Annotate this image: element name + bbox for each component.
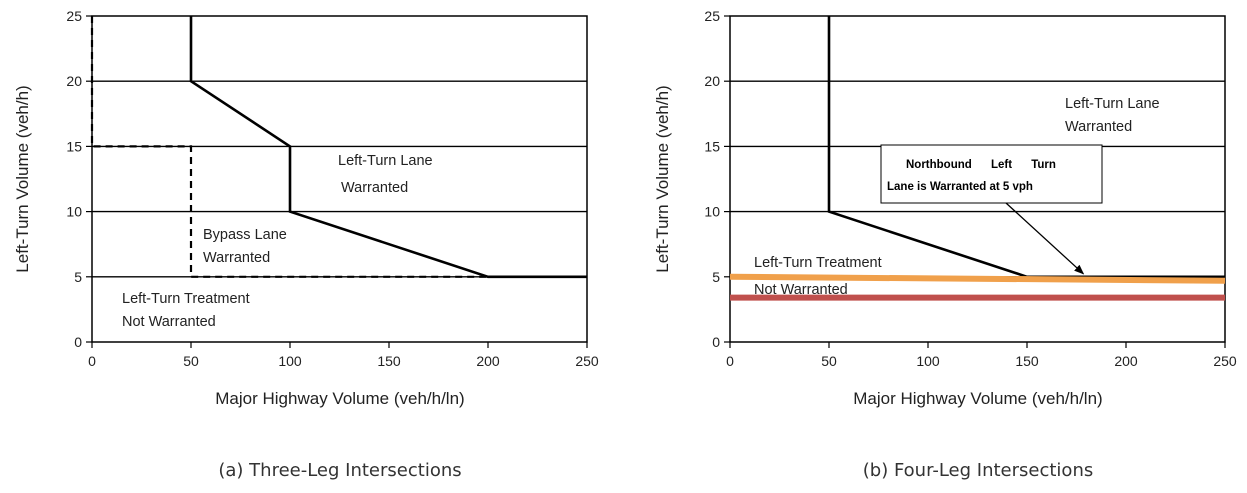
caption-a: (a) Three-Leg Intersections <box>218 460 461 481</box>
y-tick-label-20: 20 <box>66 73 82 89</box>
y-axis-label-b: Left-Turn Volume (veh/h) <box>653 85 672 272</box>
x-tick-label-250: 250 <box>1213 353 1237 369</box>
annotation-not-warranted-b-line2: Not Warranted <box>754 282 848 298</box>
y-tick-label-25: 25 <box>66 8 82 24</box>
x-tick-label-200: 200 <box>1114 353 1138 369</box>
y-tick-label-15: 15 <box>704 138 720 154</box>
annotation-bypass-lane-line1: Bypass Lane <box>203 227 287 243</box>
x-tick-label-50: 50 <box>821 353 837 369</box>
x-axis-label-a: Major Highway Volume (veh/h/ln) <box>215 389 464 408</box>
x-tick-label-100: 100 <box>916 353 940 369</box>
annotation-not-warranted-a-line1: Left-Turn Treatment <box>122 291 250 307</box>
x-tick-label-250: 250 <box>575 353 599 369</box>
callout-box <box>880 144 1103 204</box>
annotation-not-warranted-b-line1: Left-Turn Treatment <box>754 255 882 271</box>
y-tick-label-15: 15 <box>66 138 82 154</box>
series-line-dashed <box>90 16 488 278</box>
plot-frame-b <box>729 15 1226 343</box>
x-tick-label-150: 150 <box>1015 353 1039 369</box>
y-tick-label-20: 20 <box>704 73 720 89</box>
annotation-not-warranted-a-line2: Not Warranted <box>122 314 216 330</box>
y-tick-label-5: 5 <box>74 269 82 285</box>
y-tick-label-10: 10 <box>704 204 720 220</box>
x-tick-label-50: 50 <box>183 353 199 369</box>
overlay-line-1 <box>729 273 1226 284</box>
annotation-bypass-lane-line2: Warranted <box>203 250 270 266</box>
y-tick-label-0: 0 <box>74 334 82 350</box>
y-tick-label-10: 10 <box>66 204 82 220</box>
callout-line1: Northbound Left Turn <box>906 159 1056 171</box>
callout-arrow <box>1005 202 1085 275</box>
y-tick-label-0: 0 <box>712 334 720 350</box>
series-line-solid <box>189 16 587 279</box>
y-axis-label-a: Left-Turn Volume (veh/h) <box>13 85 32 272</box>
series-b <box>827 16 1225 279</box>
x-tick-label-150: 150 <box>377 353 401 369</box>
overlays-b <box>729 273 1226 301</box>
x-tick-label-200: 200 <box>476 353 500 369</box>
plot-frame-a <box>91 15 588 343</box>
annotation-left-turn-lane-b-line2: Warranted <box>1065 119 1132 135</box>
callout-line2: Lane is Warranted at 5 vph <box>887 181 1033 193</box>
annotation-left-turn-lane-b-line1: Left-Turn Lane <box>1065 96 1160 112</box>
annotation-left-turn-lane-a-line1: Left-Turn Lane <box>338 153 433 169</box>
y-tick-label-25: 25 <box>704 8 720 24</box>
series-line-solid <box>827 16 1225 279</box>
x-tick-label-0: 0 <box>88 353 96 369</box>
y-tick-label-5: 5 <box>712 269 720 285</box>
annotation-left-turn-lane-a-line2: Warranted <box>341 180 408 196</box>
caption-b: (b) Four-Leg Intersections <box>863 460 1093 481</box>
series-a <box>90 16 587 279</box>
x-tick-label-0: 0 <box>726 353 734 369</box>
x-axis-label-b: Major Highway Volume (veh/h/ln) <box>853 389 1102 408</box>
gridlines-a <box>92 80 587 278</box>
x-tick-label-100: 100 <box>278 353 302 369</box>
